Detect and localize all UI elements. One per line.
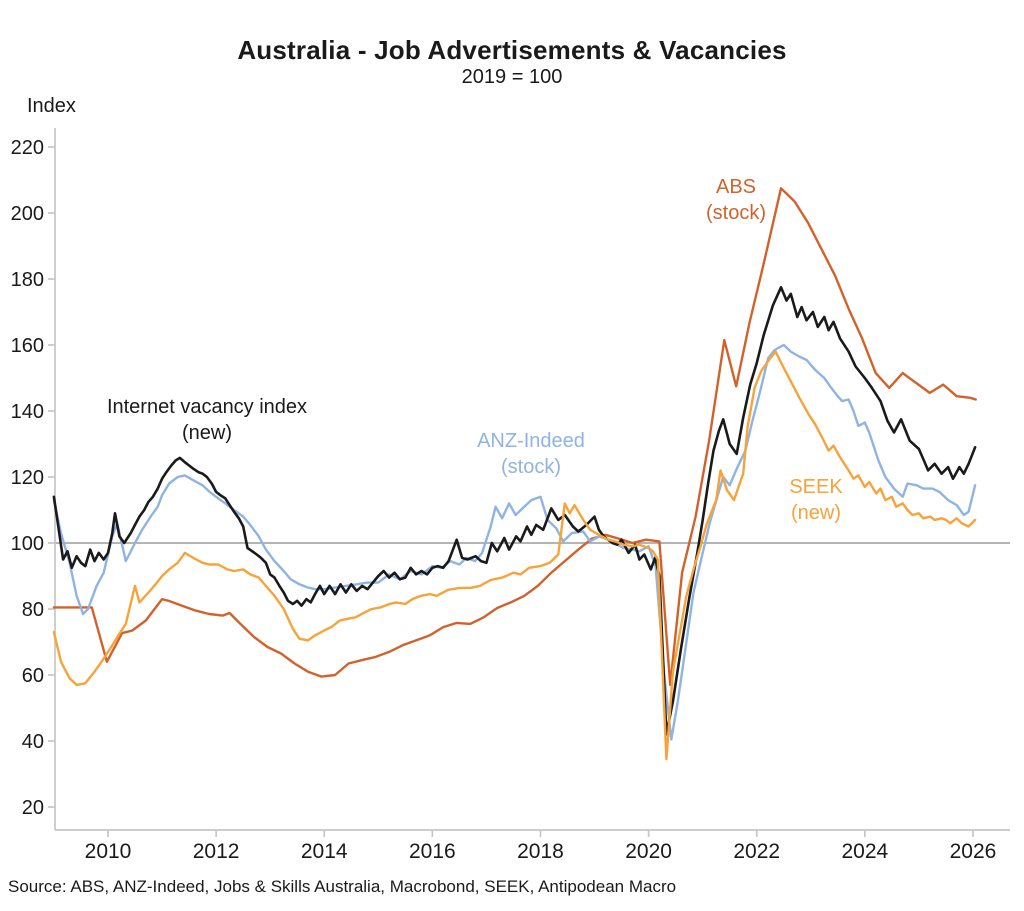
x-tick-label: 2010 xyxy=(85,840,132,863)
series-line-abs xyxy=(52,187,977,687)
y-tick-label: 200 xyxy=(11,203,44,225)
x-tick-label: 2020 xyxy=(625,840,672,863)
x-tick-label: 2026 xyxy=(950,840,997,863)
x-tick-label: 2014 xyxy=(301,840,348,863)
y-axis-unit-label: Index xyxy=(27,95,76,117)
series-label-line1: ABS xyxy=(715,176,757,198)
series-label-line2: (new) xyxy=(181,422,232,444)
y-tick-label: 20 xyxy=(22,797,44,819)
x-tick-label: 2022 xyxy=(733,840,780,863)
series-label-line1: Internet vacancy index xyxy=(106,396,308,418)
series-label-line2: (stock) xyxy=(706,202,766,224)
series-label-line2: (new) xyxy=(790,502,842,524)
series-line-seek xyxy=(52,350,977,761)
source-note: Source: ABS, ANZ-Indeed, Jobs & Skills A… xyxy=(8,877,677,896)
series-label-anz-indeed: ANZ-Indeed (stock) xyxy=(477,428,585,480)
chart-subtitle: 2019 = 100 xyxy=(461,66,563,88)
y-tick-label: 80 xyxy=(22,599,44,621)
series-line-ivi xyxy=(52,285,977,736)
y-tick-label: 220 xyxy=(11,137,44,159)
x-tick-label: 2024 xyxy=(841,840,888,863)
series-label-line1: SEEK xyxy=(789,476,843,498)
y-tick-label: 60 xyxy=(22,665,44,687)
series-label-line1: ANZ-Indeed xyxy=(477,430,585,452)
y-tick-label: 40 xyxy=(22,731,44,753)
x-tick-label: 2012 xyxy=(193,840,240,863)
series-label-internet-vacancy-index: Internet vacancy index (new) xyxy=(107,394,307,446)
series-label-abs: ABS (stock) xyxy=(706,174,766,226)
series-label-line2: (stock) xyxy=(501,456,561,478)
chart-title: Australia - Job Advertisements & Vacanci… xyxy=(237,35,787,65)
series-line-anz-indeed xyxy=(52,343,977,741)
y-tick-label: 100 xyxy=(11,533,44,555)
y-tick-label: 120 xyxy=(11,467,44,489)
x-tick-label: 2018 xyxy=(517,840,564,863)
series-label-seek: SEEK (new) xyxy=(789,474,842,526)
y-tick-label: 140 xyxy=(11,401,44,423)
y-tick-label: 160 xyxy=(11,335,44,357)
y-tick-label: 180 xyxy=(11,269,44,291)
x-tick-label: 2016 xyxy=(409,840,456,863)
